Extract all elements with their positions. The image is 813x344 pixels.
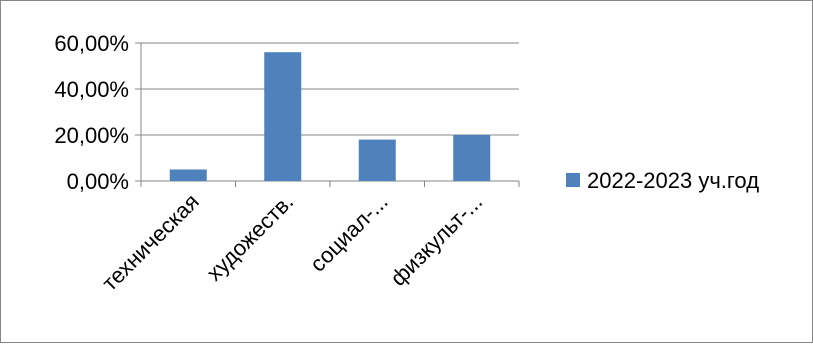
x-category-label: физкульт-...	[385, 189, 487, 291]
y-tick-label: 40,00%	[54, 77, 129, 102]
bar	[169, 169, 207, 181]
legend-label: 2022-2023 уч.год	[587, 168, 759, 193]
bars	[169, 52, 491, 182]
legend-swatch	[566, 173, 580, 187]
x-category-label: социал-...	[305, 189, 393, 277]
legend: 2022-2023 уч.год	[566, 168, 759, 193]
x-category-label: техническая	[97, 189, 204, 296]
bar	[453, 135, 491, 181]
bar	[358, 139, 396, 181]
y-tick-labels: 0,00% 20,00% 40,00% 60,00%	[54, 31, 129, 194]
y-tick-label: 0,00%	[67, 169, 129, 194]
y-tick-label: 20,00%	[54, 123, 129, 148]
y-tick-label: 60,00%	[54, 31, 129, 56]
x-category-label: художеств.	[201, 189, 298, 286]
gridlines	[141, 42, 519, 136]
bar	[264, 52, 302, 182]
